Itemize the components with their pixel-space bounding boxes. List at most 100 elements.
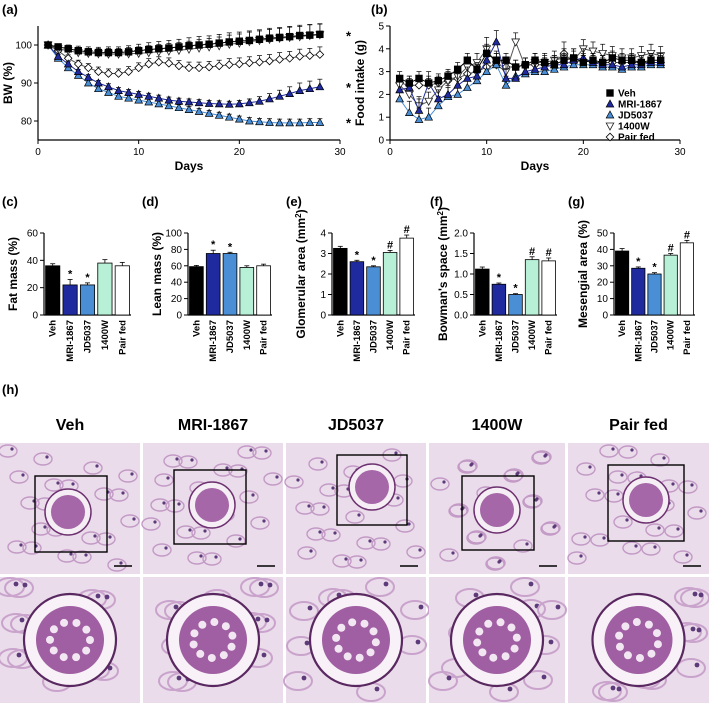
y-tick-label: 1.0 <box>454 270 468 281</box>
data-point <box>94 78 103 87</box>
data-point <box>540 62 550 71</box>
chart-b: 0 1 2 3 4 5 0 10 20 30 Days Food intake (g) VehMRI-1… <box>353 22 686 174</box>
data-point <box>134 63 144 73</box>
y-tick-label: 0.5 <box>454 290 468 301</box>
nucleus <box>177 502 181 506</box>
tubule <box>83 461 103 475</box>
tubule <box>664 524 684 538</box>
tubule <box>31 522 51 536</box>
data-point <box>617 62 627 71</box>
chart-c: 0 20 40 60 Fat mass (%) Veh * MRI-1867 * JD5037 14… <box>6 229 131 362</box>
data-point <box>83 72 93 81</box>
data-point <box>275 118 284 127</box>
y-axis-label: Glomerular area (mm2) <box>294 209 309 338</box>
glomerular-tuft <box>195 488 229 522</box>
data-point <box>618 56 626 64</box>
data-point <box>598 49 608 59</box>
data-point <box>444 72 452 80</box>
nucleus <box>251 493 255 497</box>
data-point <box>255 117 264 126</box>
tubule <box>150 498 170 512</box>
data-point <box>54 43 62 51</box>
y-tick-label: 0 <box>378 136 384 147</box>
data-point <box>234 59 244 69</box>
data-point <box>73 59 83 69</box>
nucleus <box>630 448 634 452</box>
tubule <box>356 536 376 550</box>
y-tick-label: 100 <box>165 229 182 240</box>
nucleus <box>357 513 361 517</box>
data-point <box>491 60 501 69</box>
data-point <box>245 116 254 125</box>
capillary-loop <box>207 653 216 662</box>
tubule <box>466 531 486 545</box>
y-tick-label: 40 <box>27 256 39 267</box>
capillary-loop <box>227 642 236 651</box>
data-point <box>569 54 578 62</box>
data-point <box>647 56 655 64</box>
tubule <box>439 548 459 562</box>
data-point <box>64 45 72 53</box>
tubule <box>680 588 709 608</box>
y-tick-label: 3 <box>320 249 326 260</box>
nucleus <box>264 449 268 453</box>
data-point <box>607 60 617 69</box>
data-point <box>492 56 501 64</box>
nucleus <box>611 447 615 451</box>
data-point <box>83 63 93 73</box>
data-point <box>285 88 295 97</box>
tubule <box>57 549 77 563</box>
bar-1400w <box>382 252 398 316</box>
capillary-loop <box>366 648 375 657</box>
tubule <box>590 533 610 547</box>
data-point <box>414 114 424 123</box>
tubule <box>249 578 279 598</box>
y-tick-label: 0 <box>320 311 326 322</box>
nucleus <box>13 581 19 587</box>
bar-jd5037 <box>366 266 381 316</box>
nucleus <box>368 539 372 543</box>
data-point <box>520 66 530 75</box>
data-point <box>559 60 569 69</box>
data-point <box>214 110 224 119</box>
series-line <box>399 52 661 84</box>
panel-label-c: (c) <box>2 194 18 209</box>
tubule <box>310 502 330 516</box>
glomerular-tuft-zoom <box>463 606 531 674</box>
nucleus <box>93 534 97 538</box>
nucleus <box>602 536 606 540</box>
nucleus <box>318 530 322 534</box>
data-point <box>245 58 254 68</box>
series-line <box>48 33 320 54</box>
data-point <box>482 66 492 75</box>
capillary-loop <box>652 629 661 638</box>
y-tick-label: 90 <box>21 79 33 90</box>
series-veh <box>395 43 665 87</box>
tubule <box>613 515 633 529</box>
series-line <box>399 40 661 112</box>
nucleus <box>255 616 261 622</box>
tubule <box>622 541 642 555</box>
nucleus <box>507 686 513 692</box>
category-label: JD5037 <box>225 320 236 353</box>
capillary-loop <box>478 648 487 657</box>
capillary-loop <box>615 642 624 651</box>
significance-mark: * <box>228 241 233 253</box>
tubule <box>467 530 487 544</box>
data-point <box>104 48 113 57</box>
nucleus <box>267 582 273 588</box>
tubule <box>72 550 92 564</box>
tubule <box>540 522 560 536</box>
data-point <box>224 112 234 121</box>
tubule <box>306 527 326 541</box>
tubule <box>608 470 628 484</box>
significance-mark: * <box>652 262 657 274</box>
capillary-loop <box>510 644 519 653</box>
nucleus <box>396 496 400 500</box>
tubule <box>531 451 551 465</box>
x-tick-label: 20 <box>234 147 246 158</box>
bar-jd5037 <box>222 253 238 316</box>
x-tick-label: 10 <box>133 147 145 158</box>
category-label: 1400W <box>666 320 677 350</box>
